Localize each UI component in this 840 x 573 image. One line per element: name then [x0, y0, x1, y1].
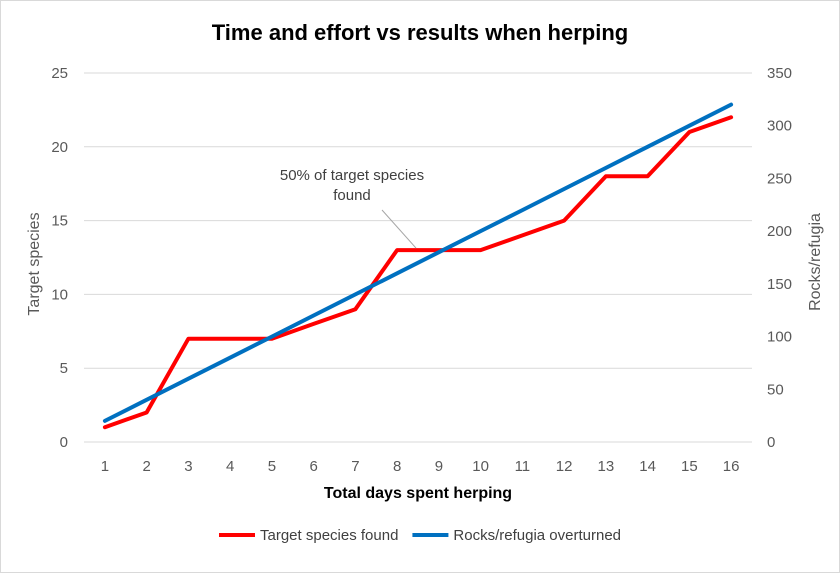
- right-tick-label: 50: [767, 381, 784, 398]
- annotation: 50% of target species found: [280, 167, 424, 249]
- x-axis-ticks: 1 2 3 4 5 6 7 8 9 10 11 12 13 14 15 16: [101, 458, 740, 475]
- right-tick-label: 250: [767, 170, 792, 187]
- series-line: [102, 102, 734, 423]
- right-axis-title: Rocks/refugia: [807, 213, 824, 311]
- left-tick-label: 25: [51, 65, 68, 82]
- chart-title: Time and effort vs results when herping: [212, 20, 628, 45]
- x-tick-label: 11: [515, 458, 531, 475]
- x-tick-label: 10: [472, 458, 489, 475]
- x-tick-label: 4: [226, 458, 234, 475]
- series-lines: [102, 102, 734, 430]
- x-tick-label: 2: [142, 458, 150, 475]
- left-tick-label: 5: [60, 360, 68, 377]
- right-tick-label: 300: [767, 118, 792, 135]
- x-axis-title: Total days spent herping: [324, 485, 512, 502]
- x-tick-label: 12: [556, 458, 573, 475]
- right-tick-label: 0: [767, 434, 775, 451]
- legend-label: Rocks/refugia overturned: [453, 527, 621, 544]
- left-axis-ticks: 0 5 10 15 20 25: [51, 65, 68, 451]
- left-axis-title: Target species: [26, 212, 43, 315]
- series-line: [102, 115, 734, 430]
- x-tick-label: 1: [101, 458, 109, 475]
- left-tick-label: 15: [51, 213, 68, 230]
- right-tick-label: 200: [767, 223, 792, 240]
- legend: Target species found Rocks/refugia overtu…: [219, 527, 621, 544]
- left-tick-label: 20: [51, 139, 68, 156]
- x-tick-label: 15: [681, 458, 698, 475]
- left-tick-label: 0: [60, 434, 68, 451]
- right-axis-ticks: 0 50 100 150 200 250 300 350: [767, 65, 792, 451]
- annotation-leader-line: [381, 209, 417, 249]
- x-tick-label: 14: [639, 458, 656, 475]
- x-tick-label: 13: [598, 458, 615, 475]
- x-tick-label: 7: [351, 458, 359, 475]
- x-tick-label: 6: [309, 458, 317, 475]
- x-tick-label: 16: [723, 458, 740, 475]
- x-tick-label: 9: [435, 458, 443, 475]
- annotation-line-1: 50% of target species: [280, 167, 424, 184]
- left-tick-label: 10: [51, 286, 68, 303]
- right-tick-label: 350: [767, 65, 792, 82]
- annotation-line-2: found: [333, 187, 371, 204]
- legend-label: Target species found: [260, 527, 398, 544]
- gridlines: [84, 72, 752, 443]
- right-tick-label: 100: [767, 329, 792, 346]
- right-tick-label: 150: [767, 276, 792, 293]
- x-tick-label: 5: [268, 458, 276, 475]
- x-tick-label: 3: [184, 458, 192, 475]
- x-tick-label: 8: [393, 458, 401, 475]
